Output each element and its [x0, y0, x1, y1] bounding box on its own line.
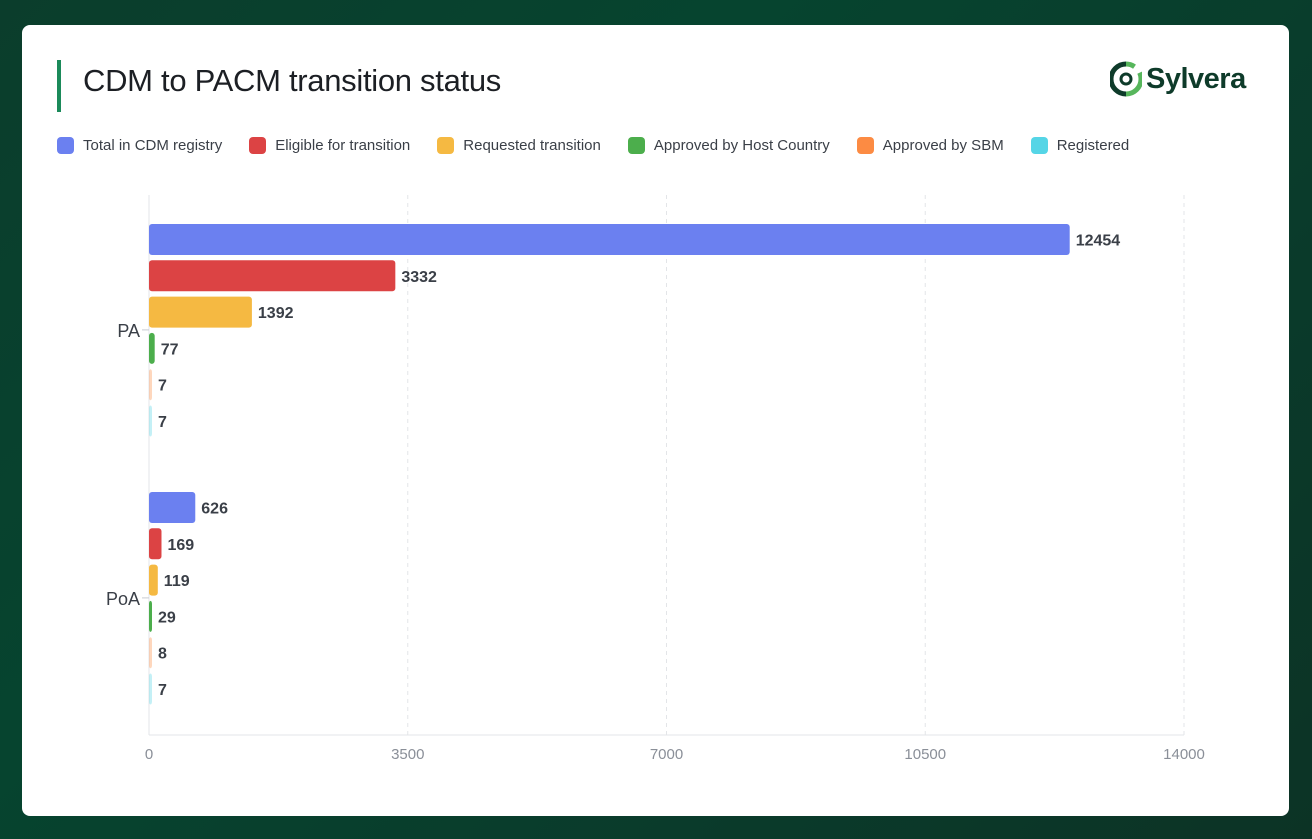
bar: [149, 673, 152, 705]
legend-swatch: [856, 137, 874, 154]
bar-value-label: 626: [201, 501, 228, 518]
page-title: CDM to PACM transition status: [83, 63, 501, 98]
bar: [149, 405, 152, 437]
legend-label: Approved by Host Country: [653, 137, 830, 154]
legend-swatch: [57, 137, 74, 154]
legend-item[interactable]: Approved by SBM: [856, 137, 1004, 154]
category-label: PA: [117, 321, 140, 341]
bar: [149, 296, 252, 328]
legend-item[interactable]: Registered: [1030, 137, 1130, 154]
bar-value-label: 169: [167, 537, 194, 554]
x-tick-label: 0: [145, 746, 153, 763]
bar: [149, 564, 158, 596]
legend-item[interactable]: Eligible for transition: [249, 137, 410, 154]
bar: [149, 332, 155, 364]
legend-swatch: [627, 137, 645, 154]
legend-label: Requested transition: [463, 137, 601, 154]
category-label: PoA: [106, 589, 140, 609]
bar-value-label: 29: [158, 609, 176, 626]
x-tick-label: 10500: [904, 746, 946, 763]
legend-item[interactable]: Approved by Host Country: [627, 137, 830, 154]
bar: [149, 369, 152, 401]
legend-swatch: [249, 137, 267, 154]
x-tick-label: 7000: [650, 746, 683, 763]
bar-chart: 0 3500 7000 10500 1400012454333213927777PA62…: [106, 195, 1205, 763]
legend-swatch: [437, 137, 455, 154]
chart-card: CDM to PACM transition status Sylvera To…: [22, 25, 1289, 816]
sylvera-logo-icon: [1110, 61, 1142, 97]
x-tick-label: 14000: [1163, 746, 1205, 763]
legend-label: Eligible for transition: [275, 137, 411, 154]
bar: [149, 637, 152, 669]
legend-label: Approved by SBM: [882, 137, 1004, 154]
bar: [149, 260, 396, 292]
bar-value-label: 1392: [258, 305, 294, 322]
legend-label: Registered: [1056, 137, 1130, 154]
bar-value-label: 8: [158, 646, 167, 663]
title-accent-bar: [57, 60, 61, 112]
sylvera-logo: Sylvera: [1110, 59, 1246, 99]
bar: [149, 600, 152, 632]
chart-legend: Total in CDM registry Eligible for transi…: [57, 137, 1156, 154]
bar: [149, 224, 1070, 255]
legend-item[interactable]: Total in CDM registry: [57, 137, 222, 154]
bar-value-label: 7: [158, 378, 167, 395]
bar: [149, 528, 162, 560]
bar-value-label: 119: [164, 573, 190, 590]
x-tick-label: 3500: [391, 746, 424, 763]
bar-value-label: 3332: [401, 269, 437, 286]
bar-value-label: 77: [161, 341, 179, 358]
bar-value-label: 7: [158, 414, 167, 431]
logo-wordmark: Sylvera: [1146, 62, 1246, 95]
bar-value-label: 7: [158, 682, 167, 699]
bar-value-label: 12454: [1076, 233, 1121, 250]
legend-label: Total in CDM registry: [83, 137, 223, 154]
legend-swatch: [1030, 137, 1048, 154]
bar: [149, 492, 196, 523]
legend-item[interactable]: Requested transition: [437, 137, 601, 154]
